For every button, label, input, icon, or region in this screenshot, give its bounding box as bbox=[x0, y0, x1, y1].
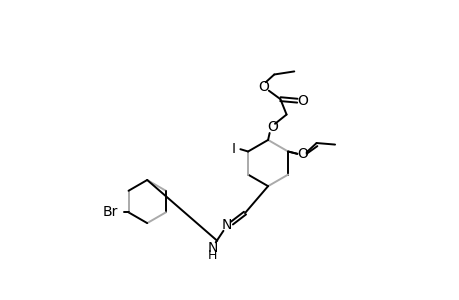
Text: I: I bbox=[231, 142, 235, 156]
Text: N: N bbox=[207, 241, 218, 255]
Text: O: O bbox=[297, 147, 308, 161]
Text: O: O bbox=[267, 120, 278, 134]
Text: O: O bbox=[257, 80, 269, 94]
Text: N: N bbox=[221, 218, 231, 233]
Text: Br: Br bbox=[102, 205, 118, 219]
Text: O: O bbox=[297, 94, 308, 108]
Text: H: H bbox=[207, 249, 217, 262]
